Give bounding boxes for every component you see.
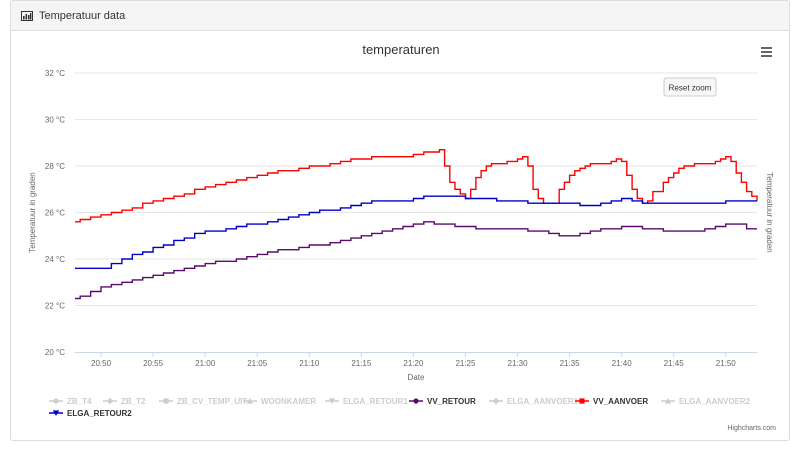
panel-title: Temperatuur data: [39, 9, 126, 22]
reset-zoom-button[interactable]: Reset zoom: [663, 77, 717, 97]
x-tick-label: 20:50: [91, 359, 112, 368]
legend-label: ELGA_RETOUR1: [343, 397, 408, 406]
legend-label: ZB_CV_TEMP_UIT: [177, 397, 247, 406]
legend-label: ELGA_RETOUR2: [67, 409, 132, 418]
series-line-elga-retour2[interactable]: [75, 195, 757, 269]
chart-container: temperaturen 20 °C 22 °C 24 °C 26 °C 28 °C 30…: [11, 32, 789, 440]
x-tick-label: 21:40: [612, 359, 633, 368]
y-tick-label: 28 °C: [45, 162, 65, 171]
y-tick-label: 26 °C: [45, 209, 65, 218]
y-tick-label: 32 °C: [45, 69, 65, 78]
menu-button[interactable]: [755, 44, 775, 60]
x-tick-label: 21:50: [716, 359, 737, 368]
bar-chart-icon: [21, 10, 33, 21]
legend-item-elga-retour2[interactable]: ELGA_RETOUR2: [49, 409, 132, 418]
y-axis-label-right: Temperatuur in graden: [765, 172, 774, 253]
x-tick-label: 21:35: [560, 359, 581, 368]
chart-title: temperaturen: [362, 42, 439, 57]
y-tick-label: 24 °C: [45, 255, 65, 264]
series-line-vv-retour[interactable]: [75, 221, 757, 300]
legend-item-vv-aanvoer[interactable]: VV_AANVOER: [575, 397, 648, 406]
x-axis-label: Date: [408, 373, 425, 382]
legend-item-elga-retour1[interactable]: ELGA_RETOUR1: [325, 397, 408, 406]
legend-label: ZB_T2: [121, 397, 146, 406]
x-tick-label: 21:10: [299, 359, 320, 368]
legend-label: ZB_T4: [67, 397, 92, 406]
legend-item-zb-cv-temp-uit[interactable]: ZB_CV_TEMP_UIT: [159, 397, 247, 406]
legend-label: ELGA_AANVOER2: [679, 397, 751, 406]
legend: ZB_T4 ZB_T2 ZB_CV_TEMP_UIT WOONKAMER ELGA_RE…: [49, 397, 751, 418]
legend-item-woonkamer[interactable]: WOONKAMER: [243, 397, 316, 406]
credits[interactable]: Highcharts.com: [727, 425, 776, 432]
x-tick-label: 21:20: [403, 359, 424, 368]
y-axis-label-left: Temperatuur in graden: [28, 172, 37, 253]
hamburger-menu-icon: [761, 47, 772, 57]
legend-item-zb-t2[interactable]: ZB_T2: [103, 397, 146, 406]
legend-label: VV_AANVOER: [593, 397, 648, 406]
y-tick-label: 22 °C: [45, 302, 65, 311]
legend-item-elga-aanvoer2[interactable]: ELGA_AANVOER2: [661, 397, 751, 406]
legend-item-zb-t4[interactable]: ZB_T4: [49, 397, 92, 406]
x-tick-label: 20:55: [143, 359, 164, 368]
panel-header: Temperatuur data: [11, 1, 789, 31]
grid-lines: [75, 72, 757, 306]
reset-zoom-label: Reset zoom: [669, 84, 712, 93]
x-tick-label: 21:00: [195, 359, 216, 368]
y-axis-ticks: 20 °C 22 °C 24 °C 26 °C 28 °C 30 °C 32 °C: [45, 69, 65, 357]
x-tick-label: 21:30: [508, 359, 529, 368]
x-tick-label: 21:05: [247, 359, 268, 368]
x-tick-label: 21:45: [664, 359, 685, 368]
legend-label: WOONKAMER: [261, 397, 316, 406]
legend-item-elga-aanvoer1[interactable]: ELGA_AANVOER1: [489, 397, 579, 406]
y-tick-label: 30 °C: [45, 116, 65, 125]
temperature-chart: temperaturen 20 °C 22 °C 24 °C 26 °C 28 °C 30…: [28, 42, 776, 432]
legend-label: VV_RETOUR: [427, 397, 476, 406]
x-tick-label: 21:15: [351, 359, 372, 368]
series-line-vv-aanvoer[interactable]: [75, 149, 758, 223]
legend-label: ELGA_AANVOER1: [507, 397, 579, 406]
legend-item-vv-retour[interactable]: VV_RETOUR: [409, 397, 476, 406]
series-layer: [75, 149, 758, 300]
temperature-panel: Temperatuur data temperaturen 20 °C 22 °C…: [10, 0, 790, 441]
y-tick-label: 20 °C: [45, 348, 65, 357]
x-axis-ticks: 20:50 20:55 21:00 21:05 21:10 21:15 21:20 21:25…: [91, 352, 736, 368]
x-tick-label: 21:25: [455, 359, 476, 368]
